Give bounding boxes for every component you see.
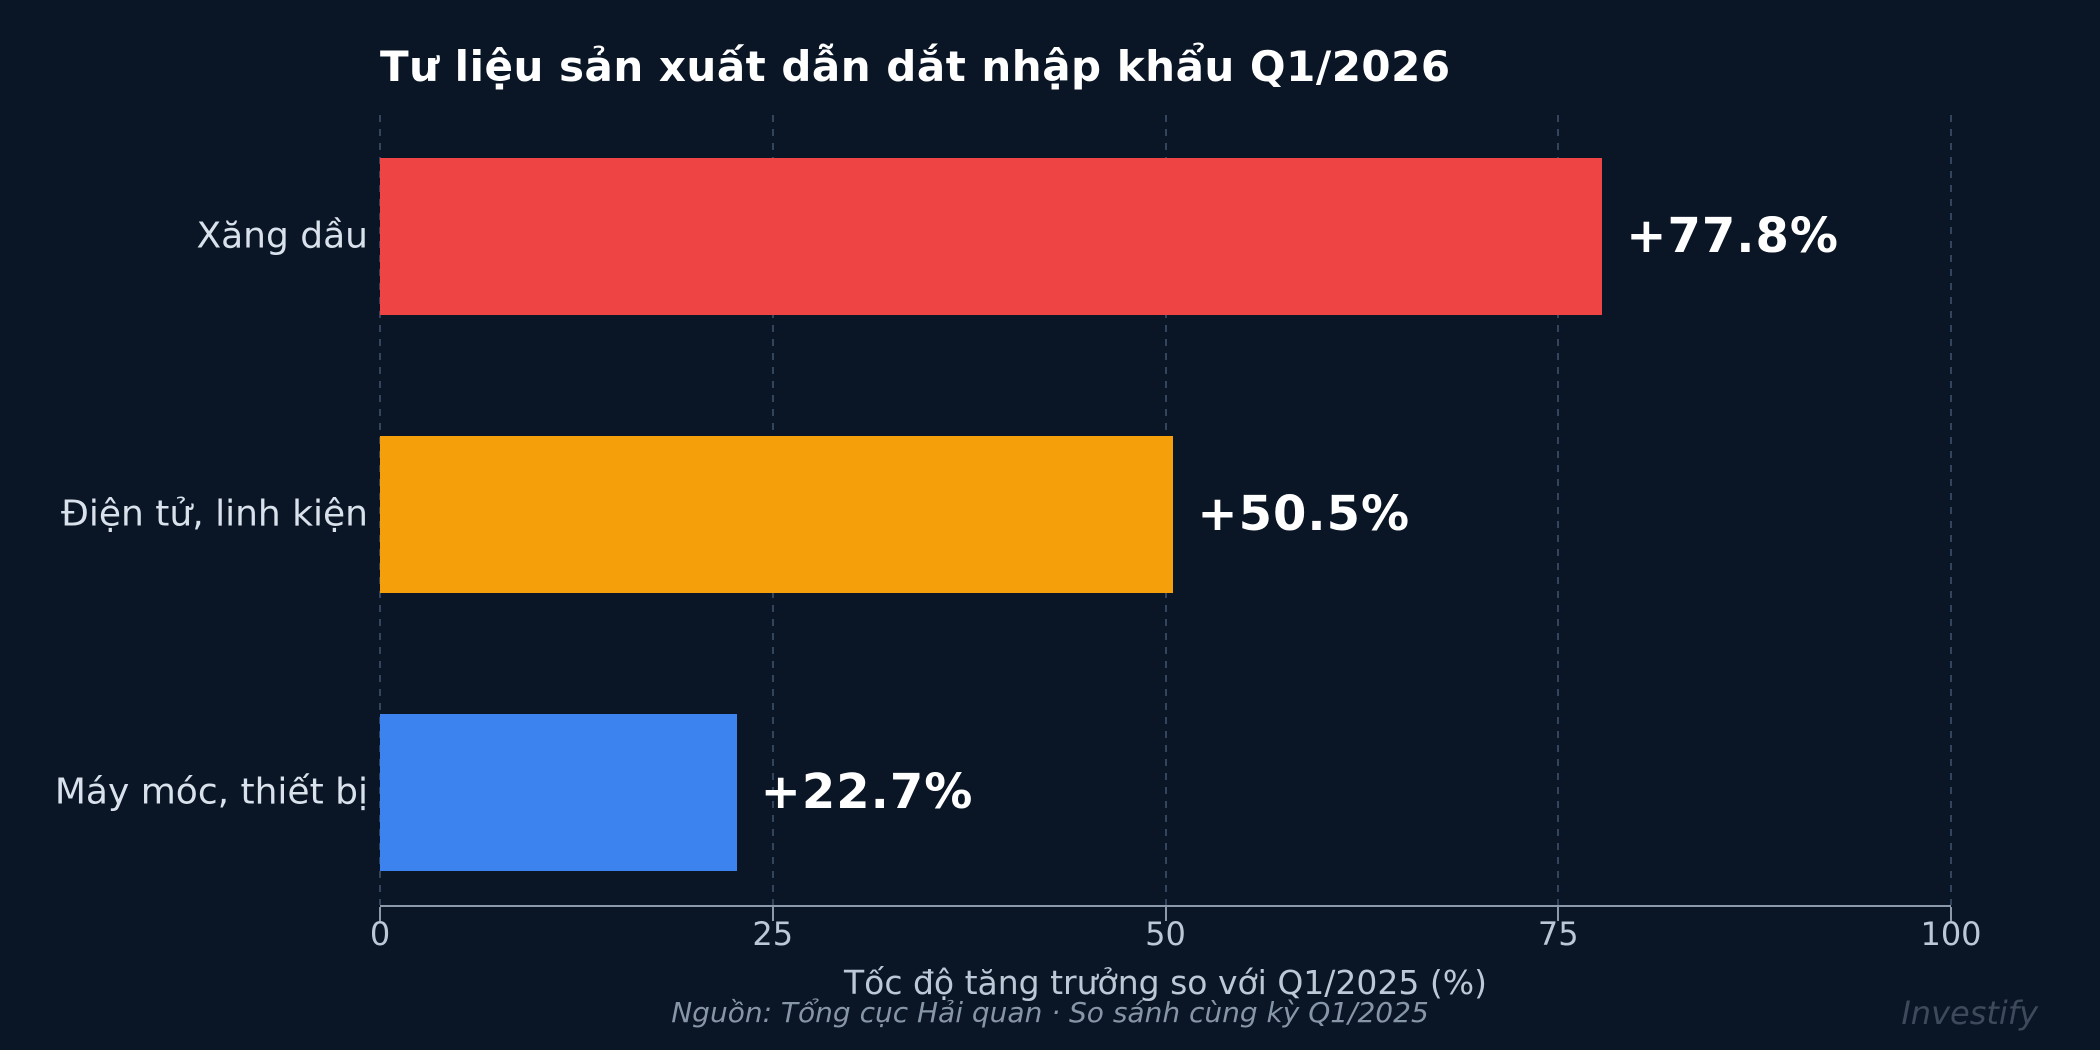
x-axis-title: Tốc độ tăng trưởng so với Q1/2025 (%) bbox=[843, 963, 1487, 1002]
watermark-text: Investify bbox=[1901, 994, 2038, 1032]
bar-1 bbox=[380, 157, 1603, 315]
x-axis-line bbox=[380, 905, 1951, 907]
category-label-1: Xăng dầu bbox=[196, 215, 368, 257]
category-label-3: Máy móc, thiết bị bbox=[54, 771, 368, 813]
value-label-2: +50.5% bbox=[1197, 486, 1411, 542]
x-tick-25 bbox=[771, 907, 774, 921]
x-tick-50 bbox=[1164, 907, 1167, 921]
x-tick-label-0: 0 bbox=[369, 915, 391, 953]
x-tick-label-50: 50 bbox=[1145, 915, 1186, 953]
x-tick-label-100: 100 bbox=[1920, 915, 1982, 953]
x-tick-label-75: 75 bbox=[1537, 915, 1579, 953]
source-note: Nguồn: Tổng cục Hải quan · So sánh cùng … bbox=[671, 996, 1429, 1029]
x-tick-label-25: 25 bbox=[752, 915, 794, 953]
x-tick-100 bbox=[1950, 907, 1952, 921]
bar-3 bbox=[380, 713, 737, 871]
chart-title: Tư liệu sản xuất dẫn dắt nhập khẩu Q1/20… bbox=[380, 42, 1451, 91]
gridline-x-100 bbox=[1950, 115, 1952, 905]
gridline-x-75 bbox=[1557, 115, 1560, 905]
x-tick-75 bbox=[1557, 907, 1560, 921]
value-label-3: +22.7% bbox=[760, 764, 974, 820]
x-tick-0 bbox=[379, 907, 381, 921]
category-label-2: Điện tử, linh kiện bbox=[60, 493, 368, 535]
bar-2 bbox=[380, 435, 1174, 593]
value-label-1: +77.8% bbox=[1626, 208, 1839, 264]
